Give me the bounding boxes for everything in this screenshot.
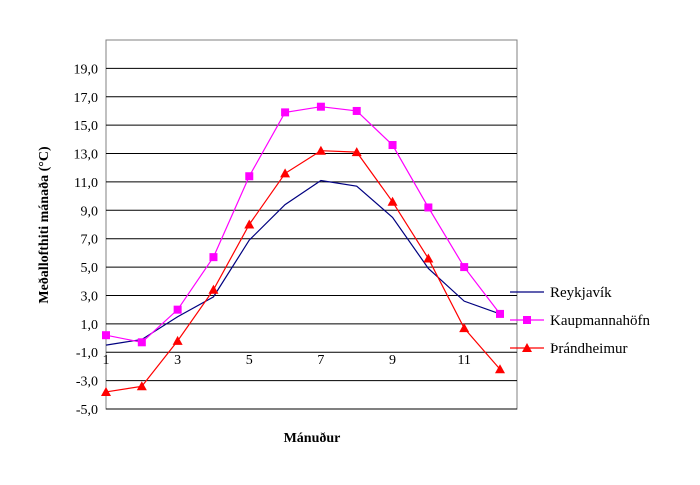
series-lines <box>101 102 505 396</box>
data-point <box>460 263 469 272</box>
data-point <box>172 335 183 345</box>
legend-item: Reykjavík <box>510 285 612 301</box>
data-point <box>388 141 397 150</box>
data-point <box>496 309 504 318</box>
y-axis-tick-labels: -5,0 -3,0 -1,0 1,0 3,0 5,0 7,0 9,0 11,0 13,0 15,0 1… <box>74 62 99 418</box>
x-tick-label: 1 <box>103 353 110 368</box>
y-tick-label: 19,0 <box>74 62 99 77</box>
legend-item: Kaupmannahöfn <box>510 313 650 329</box>
y-tick-label: -1,0 <box>76 346 98 361</box>
data-point <box>424 203 433 212</box>
series-2 <box>102 102 504 347</box>
data-point <box>102 331 110 340</box>
y-tick-label: 11,0 <box>74 176 98 191</box>
series-3 <box>101 145 505 396</box>
legend-label: Þrándheimur <box>550 341 627 357</box>
x-tick-label: 5 <box>246 353 253 368</box>
x-tick-label: 7 <box>317 353 324 368</box>
data-point <box>136 381 147 391</box>
data-point <box>173 305 182 314</box>
data-point <box>315 145 326 155</box>
data-point <box>352 106 361 115</box>
data-point <box>495 364 505 374</box>
x-tick-label: 9 <box>389 353 396 368</box>
series-line <box>105 179 501 346</box>
legend-item: Þrándheimur <box>510 341 627 357</box>
legend-label: Kaupmannahöfn <box>550 313 650 329</box>
series-1 <box>105 179 501 346</box>
gridlines <box>106 67 517 410</box>
y-axis-title: Meðallofthiti mánaða (°C) <box>36 146 52 304</box>
data-point <box>423 253 434 263</box>
y-tick-label: 7,0 <box>81 233 99 248</box>
legend-marker <box>523 316 531 324</box>
x-axis-title: Mánuður <box>284 430 341 446</box>
series-line <box>105 150 501 393</box>
y-tick-label: 17,0 <box>74 91 99 106</box>
y-tick-label: 5,0 <box>81 261 99 276</box>
x-tick-label: 11 <box>457 353 470 368</box>
y-tick-label: 15,0 <box>74 119 99 134</box>
data-point <box>209 253 218 262</box>
x-axis-tick-labels: 1 3 5 7 9 11 <box>103 353 471 368</box>
data-point <box>280 168 291 178</box>
data-point <box>281 108 290 117</box>
y-tick-label: -3,0 <box>76 375 98 390</box>
data-point <box>208 284 219 294</box>
y-tick-label: 13,0 <box>74 148 99 163</box>
data-point <box>137 338 146 347</box>
legend-marker <box>522 343 532 352</box>
data-point <box>351 147 362 157</box>
data-point <box>316 102 325 111</box>
y-tick-label: -5,0 <box>76 403 98 418</box>
legend-label: Reykjavík <box>550 285 612 301</box>
legend: Reykjavík Kaupmannahöfn Þrándheimur <box>510 285 650 357</box>
series-line <box>105 106 501 343</box>
x-tick-label: 3 <box>174 353 181 368</box>
data-point <box>245 172 254 181</box>
data-point <box>244 219 255 229</box>
data-point <box>387 196 398 206</box>
y-tick-label: 3,0 <box>81 289 99 304</box>
y-tick-label: 9,0 <box>81 204 99 219</box>
data-point <box>101 386 111 396</box>
plot-area <box>105 39 518 410</box>
y-tick-label: 1,0 <box>81 318 99 333</box>
data-point <box>459 323 470 333</box>
